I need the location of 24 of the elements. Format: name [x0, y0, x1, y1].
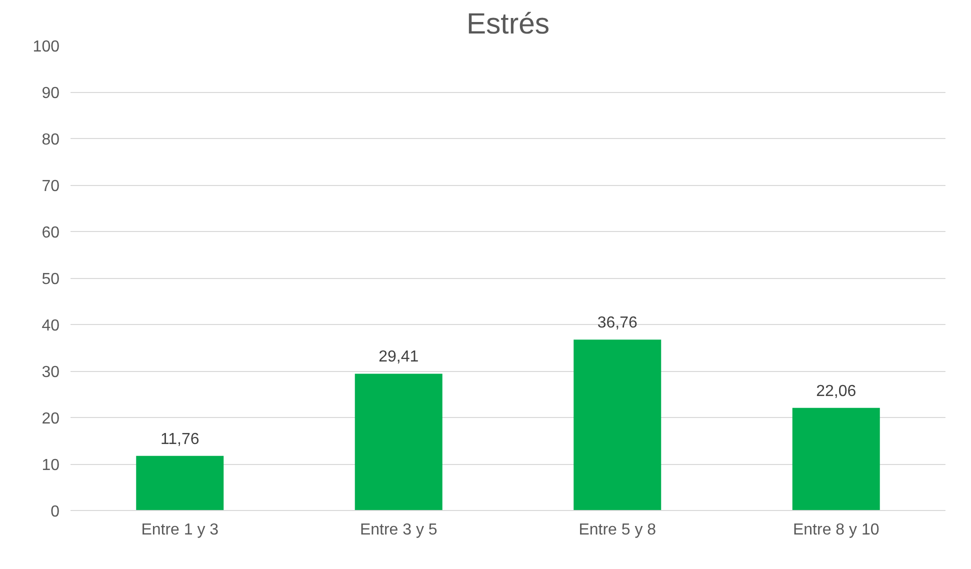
data-label: 29,41 — [378, 348, 419, 366]
y-tick-label: 90 — [42, 85, 60, 102]
y-tick-label: 0 — [50, 504, 60, 520]
y-tick-label: 40 — [42, 318, 60, 334]
x-tick-label: Entre 3 y 5 — [360, 522, 438, 538]
bar — [354, 374, 442, 510]
y-tick-label: 80 — [42, 132, 60, 148]
data-label: 11,76 — [160, 430, 200, 448]
y-tick-label: 70 — [42, 178, 60, 195]
data-label: 22,06 — [816, 382, 856, 400]
bar — [792, 408, 880, 510]
y-tick-label: 60 — [42, 224, 60, 242]
x-tick-label: Entre 5 y 8 — [578, 522, 656, 538]
y-tick-label: 10 — [42, 457, 60, 474]
data-label: 36,76 — [597, 314, 638, 332]
bar — [136, 456, 224, 510]
y-tick-label: 100 — [32, 38, 60, 56]
x-tick-label: Entre 8 y 10 — [792, 522, 880, 538]
chart-title: Estrés — [466, 8, 550, 40]
y-tick-label: 50 — [42, 271, 60, 288]
y-tick-label: 30 — [42, 364, 60, 381]
x-tick-label: Entre 1 y 3 — [141, 522, 219, 538]
bar — [574, 340, 662, 510]
y-tick-label: 20 — [42, 410, 60, 428]
